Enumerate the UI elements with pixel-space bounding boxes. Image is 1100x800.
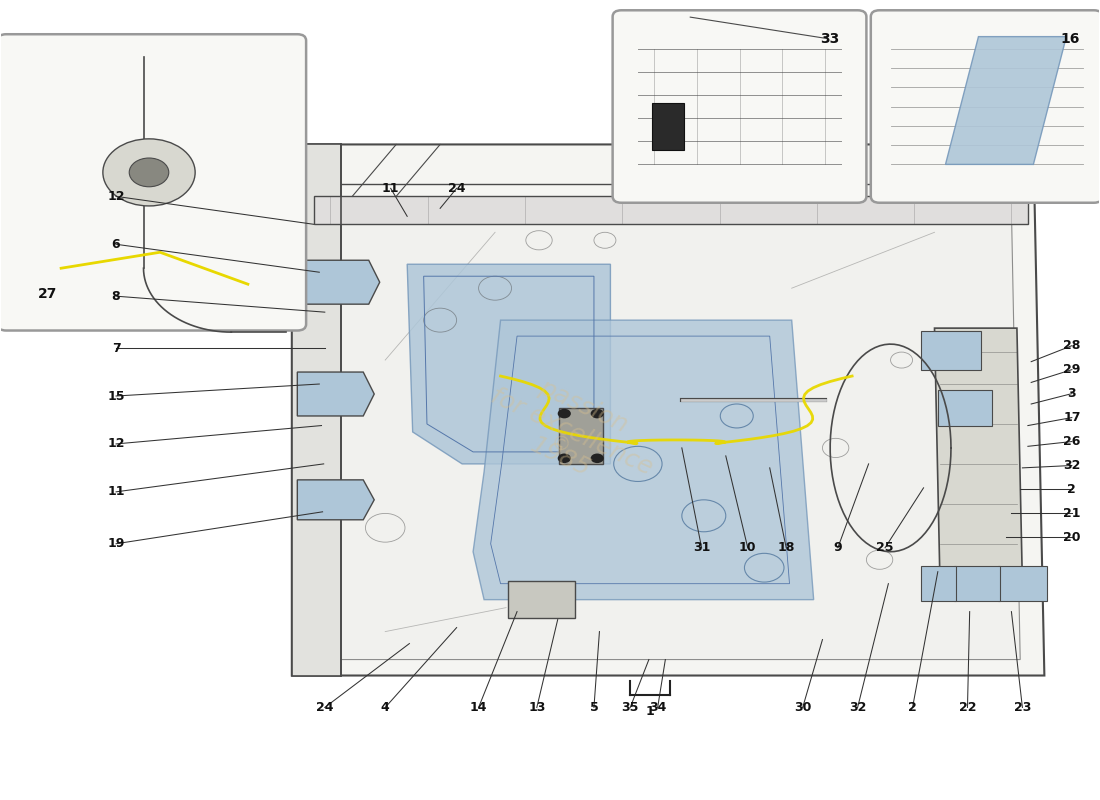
Polygon shape — [407, 264, 610, 464]
Text: 3: 3 — [1067, 387, 1076, 400]
Polygon shape — [559, 408, 603, 464]
Text: 30: 30 — [794, 701, 812, 714]
Text: 33: 33 — [821, 32, 839, 46]
Text: 16: 16 — [1060, 32, 1079, 46]
Polygon shape — [314, 196, 1027, 224]
Circle shape — [558, 409, 571, 418]
Text: 35: 35 — [621, 701, 639, 714]
FancyBboxPatch shape — [613, 10, 867, 202]
FancyBboxPatch shape — [998, 566, 1046, 602]
Text: 29: 29 — [1064, 363, 1080, 376]
Text: 1: 1 — [646, 705, 654, 718]
Text: 17: 17 — [1063, 411, 1080, 424]
Polygon shape — [473, 320, 814, 600]
Text: 15: 15 — [108, 390, 124, 402]
Text: 7: 7 — [112, 342, 120, 354]
Text: 22: 22 — [959, 701, 976, 714]
Text: 14: 14 — [470, 701, 487, 714]
FancyBboxPatch shape — [922, 330, 981, 370]
Polygon shape — [292, 145, 341, 675]
Text: 32: 32 — [1064, 459, 1080, 472]
Text: 34: 34 — [649, 701, 667, 714]
FancyBboxPatch shape — [938, 390, 991, 426]
Text: 25: 25 — [877, 542, 894, 554]
Text: 11: 11 — [108, 486, 124, 498]
Text: 5: 5 — [590, 701, 598, 714]
FancyBboxPatch shape — [508, 582, 575, 618]
FancyBboxPatch shape — [955, 566, 1000, 602]
Text: 12: 12 — [108, 438, 124, 450]
Text: 11: 11 — [382, 182, 399, 195]
Text: 4: 4 — [381, 701, 389, 714]
Text: 8: 8 — [112, 290, 120, 302]
FancyBboxPatch shape — [871, 10, 1100, 202]
Circle shape — [129, 158, 168, 186]
Text: 6: 6 — [112, 238, 120, 250]
FancyBboxPatch shape — [922, 566, 957, 602]
Text: 9: 9 — [834, 542, 843, 554]
Text: 20: 20 — [1063, 531, 1080, 544]
Text: 26: 26 — [1064, 435, 1080, 448]
Polygon shape — [319, 208, 1020, 659]
FancyBboxPatch shape — [652, 103, 684, 150]
Text: passion
for excellence
1985: passion for excellence 1985 — [475, 358, 669, 505]
Text: 19: 19 — [108, 538, 124, 550]
Text: 31: 31 — [693, 542, 711, 554]
Text: 28: 28 — [1064, 339, 1080, 352]
Circle shape — [103, 139, 195, 206]
Circle shape — [591, 409, 604, 418]
Text: 32: 32 — [849, 701, 867, 714]
Polygon shape — [946, 37, 1066, 165]
Circle shape — [558, 454, 571, 463]
Circle shape — [591, 454, 604, 463]
Text: 12: 12 — [108, 190, 124, 203]
Polygon shape — [292, 145, 1044, 675]
Polygon shape — [935, 328, 1022, 584]
Text: 23: 23 — [1014, 701, 1031, 714]
Text: 2: 2 — [909, 701, 917, 714]
Polygon shape — [297, 260, 379, 304]
FancyBboxPatch shape — [0, 34, 306, 330]
Text: 24: 24 — [448, 182, 465, 195]
Text: 2: 2 — [1067, 483, 1076, 496]
Polygon shape — [297, 372, 374, 416]
Text: 24: 24 — [316, 701, 333, 714]
Text: 27: 27 — [39, 286, 57, 301]
Text: 13: 13 — [528, 701, 546, 714]
Text: 18: 18 — [778, 542, 795, 554]
Text: 10: 10 — [739, 542, 757, 554]
Text: ©: © — [547, 432, 572, 458]
Polygon shape — [297, 480, 374, 520]
Text: 21: 21 — [1063, 507, 1080, 520]
